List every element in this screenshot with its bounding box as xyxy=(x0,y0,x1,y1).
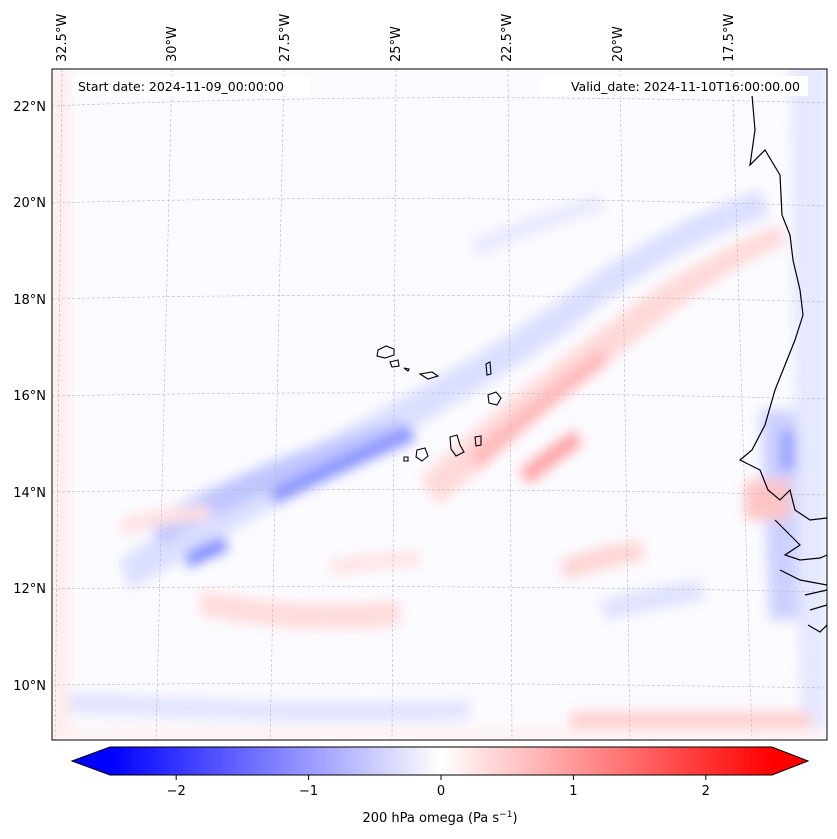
sal-island xyxy=(485,361,492,376)
santa-luzia-island xyxy=(403,367,410,372)
boa-vista-island xyxy=(487,391,502,406)
longitude-labels: 32.5°W 30°W 27.5°W 25°W 22.5°W 20°W 17.5°W xyxy=(55,14,737,62)
start-date-label: Start date: 2024-11-09_00:00:00 xyxy=(78,79,284,94)
colorbar-outline xyxy=(70,746,810,776)
omega-field xyxy=(52,69,827,740)
lat-label: 16°N xyxy=(13,389,46,404)
colorbar-tick-label: 0 xyxy=(437,784,445,799)
colorbar-gradient xyxy=(110,747,772,775)
colorbar-label: 200 hPa omega (Pa s−1) xyxy=(362,810,517,826)
valid-date-label: Valid_date: 2024-11-10T16:00:00.00 xyxy=(571,79,800,94)
cabo-verde-islands xyxy=(376,345,502,462)
lat-label: 10°N xyxy=(13,679,46,694)
colorbar-ticks: −2 −1 0 1 2 xyxy=(167,775,710,799)
lat-label: 12°N xyxy=(13,582,46,597)
santo-antao-island xyxy=(376,345,395,359)
lat-label: 18°N xyxy=(13,293,46,308)
sao-nicolau-island xyxy=(418,371,440,380)
colorbar-high-extend xyxy=(772,747,808,775)
lon-label: 27.5°W xyxy=(278,14,293,62)
coastline xyxy=(738,94,827,633)
lat-label: 14°N xyxy=(13,486,46,501)
valid-date-box xyxy=(540,76,808,96)
latitude-labels: 22°N 20°N 18°N 16°N 14°N 12°N 10°N xyxy=(13,100,46,694)
colorbar-tick-label: 1 xyxy=(569,784,577,799)
colorbar-tick-label: 2 xyxy=(702,784,710,799)
sao-vicente-island xyxy=(389,359,400,368)
lon-label: 17.5°W xyxy=(722,14,737,62)
lon-label: 22.5°W xyxy=(500,14,515,62)
lon-label: 30°W xyxy=(165,26,180,62)
map-frame xyxy=(51,68,828,741)
colorbar-tick-label: −2 xyxy=(167,784,186,799)
fogo-island xyxy=(415,447,429,462)
lat-label: 22°N xyxy=(13,100,46,115)
start-date-box xyxy=(72,76,310,96)
lon-label: 25°W xyxy=(389,26,404,62)
lon-label: 32.5°W xyxy=(55,14,70,62)
lon-label: 20°W xyxy=(611,26,626,62)
graticule xyxy=(52,69,827,740)
maio-island xyxy=(474,435,482,447)
santiago-island xyxy=(449,434,465,457)
colorbar: −2 −1 0 1 2 200 hPa omega (Pa s−1) xyxy=(70,746,810,826)
brava-island xyxy=(403,456,409,462)
colorbar-tick-label: −1 xyxy=(299,784,318,799)
lat-label: 20°N xyxy=(13,196,46,211)
colorbar-low-extend xyxy=(72,747,110,775)
